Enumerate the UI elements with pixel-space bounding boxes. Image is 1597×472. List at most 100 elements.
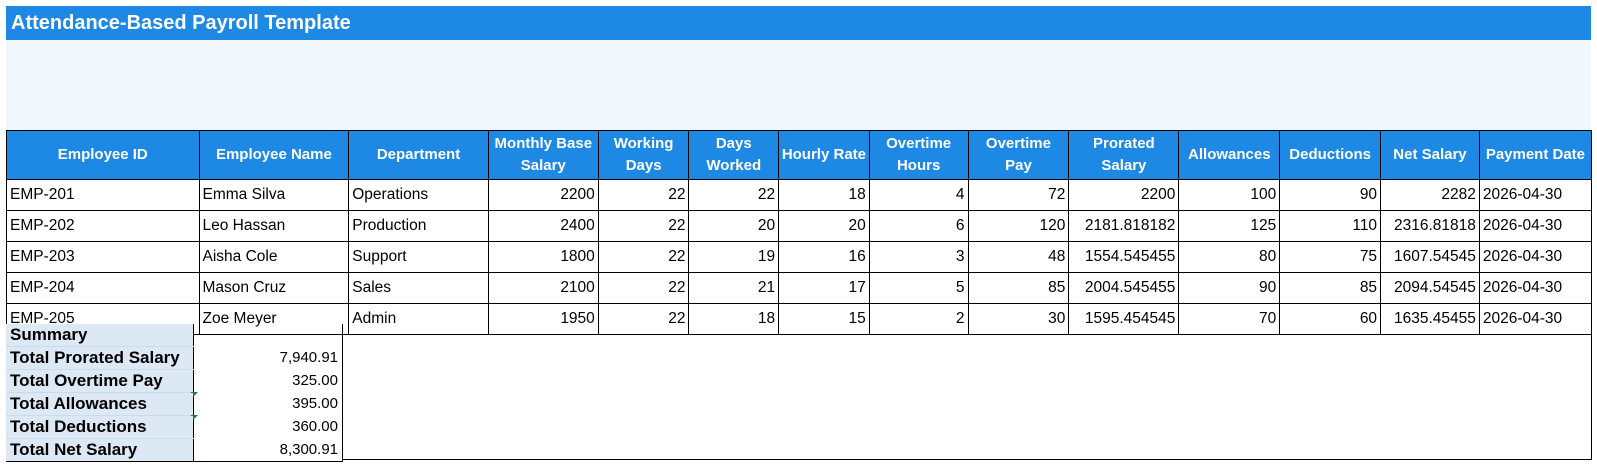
col-header-employee-name[interactable]: Employee Name — [198, 130, 350, 180]
cell-department[interactable]: Support — [348, 241, 489, 273]
col-header-employee-id[interactable]: Employee ID — [6, 130, 200, 180]
cell-deductions[interactable]: 75 — [1279, 241, 1382, 273]
summary-label[interactable]: Total Prorated Salary — [6, 346, 194, 370]
cell-monthly-base-salary[interactable]: 1800 — [487, 241, 599, 273]
col-header-deductions[interactable]: Deductions — [1279, 130, 1382, 180]
cell-department[interactable]: Operations — [348, 179, 489, 211]
summary-label[interactable]: Total Net Salary — [6, 438, 194, 462]
cell-days-worked[interactable]: 22 — [688, 179, 780, 211]
cell-overtime-hours[interactable]: 6 — [868, 210, 969, 242]
cell-overtime-pay[interactable]: 30 — [967, 303, 1070, 335]
cell-allowances[interactable]: 80 — [1178, 241, 1281, 273]
cell-net-salary[interactable]: 1607.54545 — [1380, 241, 1480, 273]
cell-department[interactable]: Admin — [348, 303, 489, 335]
cell-overtime-pay[interactable]: 120 — [967, 210, 1070, 242]
summary-label[interactable]: Total Deductions — [6, 415, 194, 439]
cell-net-salary[interactable]: 2316.81818 — [1380, 210, 1480, 242]
cell-employee-id[interactable]: EMP-204 — [6, 272, 200, 304]
error-indicator-icon[interactable] — [191, 415, 198, 422]
cell-overtime-hours[interactable]: 3 — [868, 241, 969, 273]
cell-working-days[interactable]: 22 — [597, 272, 690, 304]
cell-monthly-base-salary[interactable]: 2100 — [487, 272, 599, 304]
cell-working-days[interactable]: 22 — [597, 303, 690, 335]
col-header-days-worked[interactable]: Days Worked — [688, 130, 780, 180]
cell-working-days[interactable]: 22 — [597, 179, 690, 211]
cell-payment-date[interactable]: 2026-04-30 — [1478, 303, 1593, 335]
cell-overtime-pay[interactable]: 85 — [967, 272, 1070, 304]
cell-overtime-pay[interactable]: 72 — [967, 179, 1070, 211]
col-header-overtime-pay[interactable]: Overtime Pay — [967, 130, 1070, 180]
summary-value[interactable]: 325.00 — [193, 369, 343, 393]
col-header-prorated-salary[interactable]: Prorated Salary — [1068, 130, 1180, 180]
col-header-hourly-rate[interactable]: Hourly Rate — [778, 130, 870, 180]
summary-heading[interactable]: Summary — [6, 324, 194, 347]
cell-department[interactable]: Sales — [348, 272, 489, 304]
cell-employee-id[interactable]: EMP-201 — [6, 179, 200, 211]
cell-net-salary[interactable]: 2094.54545 — [1380, 272, 1480, 304]
cell-employee-name[interactable]: Leo Hassan — [198, 210, 350, 242]
sheet-title[interactable]: Attendance-Based Payroll Template — [6, 6, 1591, 40]
cell-hourly-rate[interactable]: 17 — [778, 272, 870, 304]
cell-monthly-base-salary[interactable]: 2200 — [487, 179, 599, 211]
cell-days-worked[interactable]: 18 — [688, 303, 780, 335]
summary-heading-value-cell[interactable] — [193, 324, 343, 347]
col-header-overtime-hours[interactable]: Overtime Hours — [868, 130, 969, 180]
summary-label[interactable]: Total Overtime Pay — [6, 369, 198, 399]
cell-net-salary[interactable]: 1635.45455 — [1380, 303, 1480, 335]
summary-label-text: Total Overtime Pay — [10, 371, 163, 390]
cell-working-days[interactable]: 22 — [597, 241, 690, 273]
cell-prorated-salary[interactable]: 1554.545455 — [1068, 241, 1180, 273]
cell-prorated-salary[interactable]: 2200 — [1068, 179, 1180, 211]
cell-days-worked[interactable]: 20 — [688, 210, 780, 242]
cell-allowances[interactable]: 90 — [1178, 272, 1281, 304]
summary-value[interactable]: 360.00 — [193, 415, 343, 439]
cell-monthly-base-salary[interactable]: 1950 — [487, 303, 599, 335]
cell-days-worked[interactable]: 21 — [688, 272, 780, 304]
cell-allowances[interactable]: 125 — [1178, 210, 1281, 242]
cell-allowances[interactable]: 100 — [1178, 179, 1281, 211]
cell-days-worked[interactable]: 19 — [688, 241, 780, 273]
cell-employee-id[interactable]: EMP-203 — [6, 241, 200, 273]
col-header-working-days[interactable]: Working Days — [597, 130, 690, 180]
col-header-net-salary[interactable]: Net Salary — [1380, 130, 1480, 180]
cell-payment-date[interactable]: 2026-04-30 — [1478, 241, 1593, 273]
cell-allowances[interactable]: 70 — [1178, 303, 1281, 335]
cell-hourly-rate[interactable]: 20 — [778, 210, 870, 242]
cell-prorated-salary[interactable]: 2004.545455 — [1068, 272, 1180, 304]
cell-monthly-base-salary[interactable]: 2400 — [487, 210, 599, 242]
cell-deductions[interactable]: 110 — [1279, 210, 1382, 242]
cell-employee-name[interactable]: Mason Cruz — [198, 272, 350, 304]
col-header-department[interactable]: Department — [348, 130, 489, 180]
cell-payment-date[interactable]: 2026-04-30 — [1478, 210, 1593, 242]
cell-deductions[interactable]: 90 — [1279, 179, 1382, 211]
summary-value[interactable]: 8,300.91 — [193, 438, 343, 462]
cell-overtime-hours[interactable]: 4 — [868, 179, 969, 211]
cell-department[interactable]: Production — [348, 210, 489, 242]
cell-overtime-hours[interactable]: 5 — [868, 272, 969, 304]
cell-prorated-salary[interactable]: 2181.818182 — [1068, 210, 1180, 242]
col-header-allowances[interactable]: Allowances — [1178, 130, 1281, 180]
cell-employee-name[interactable]: Emma Silva — [198, 179, 350, 211]
cell-employee-id[interactable]: EMP-202 — [6, 210, 200, 242]
col-header-payment-date[interactable]: Payment Date — [1478, 130, 1593, 180]
cell-working-days[interactable]: 22 — [597, 210, 690, 242]
summary-value[interactable]: 395.00 — [193, 392, 343, 416]
col-header-monthly-base-salary[interactable]: Monthly Base Salary — [487, 130, 599, 180]
cell-employee-name[interactable]: Aisha Cole — [198, 241, 350, 273]
cell-deductions[interactable]: 85 — [1279, 272, 1382, 304]
cell-prorated-salary[interactable]: 1595.454545 — [1068, 303, 1180, 335]
cell-payment-date[interactable]: 2026-04-30 — [1478, 272, 1593, 304]
cell-overtime-hours[interactable]: 2 — [868, 303, 969, 335]
summary-label[interactable]: Total Allowances — [6, 392, 198, 422]
error-indicator-icon[interactable] — [191, 392, 198, 399]
cell-payment-date[interactable]: 2026-04-30 — [1478, 179, 1593, 211]
cell-hourly-rate[interactable]: 18 — [778, 179, 870, 211]
cell-hourly-rate[interactable]: 15 — [778, 303, 870, 335]
summary-value[interactable]: 7,940.91 — [193, 346, 343, 370]
title-spacer-area[interactable] — [6, 40, 1591, 130]
cell-overtime-pay[interactable]: 48 — [967, 241, 1070, 273]
cell-net-salary[interactable]: 2282 — [1380, 179, 1480, 211]
cell-deductions[interactable]: 60 — [1279, 303, 1382, 335]
cell-hourly-rate[interactable]: 16 — [778, 241, 870, 273]
summary-row: Total Allowances 395.00 — [6, 392, 343, 422]
